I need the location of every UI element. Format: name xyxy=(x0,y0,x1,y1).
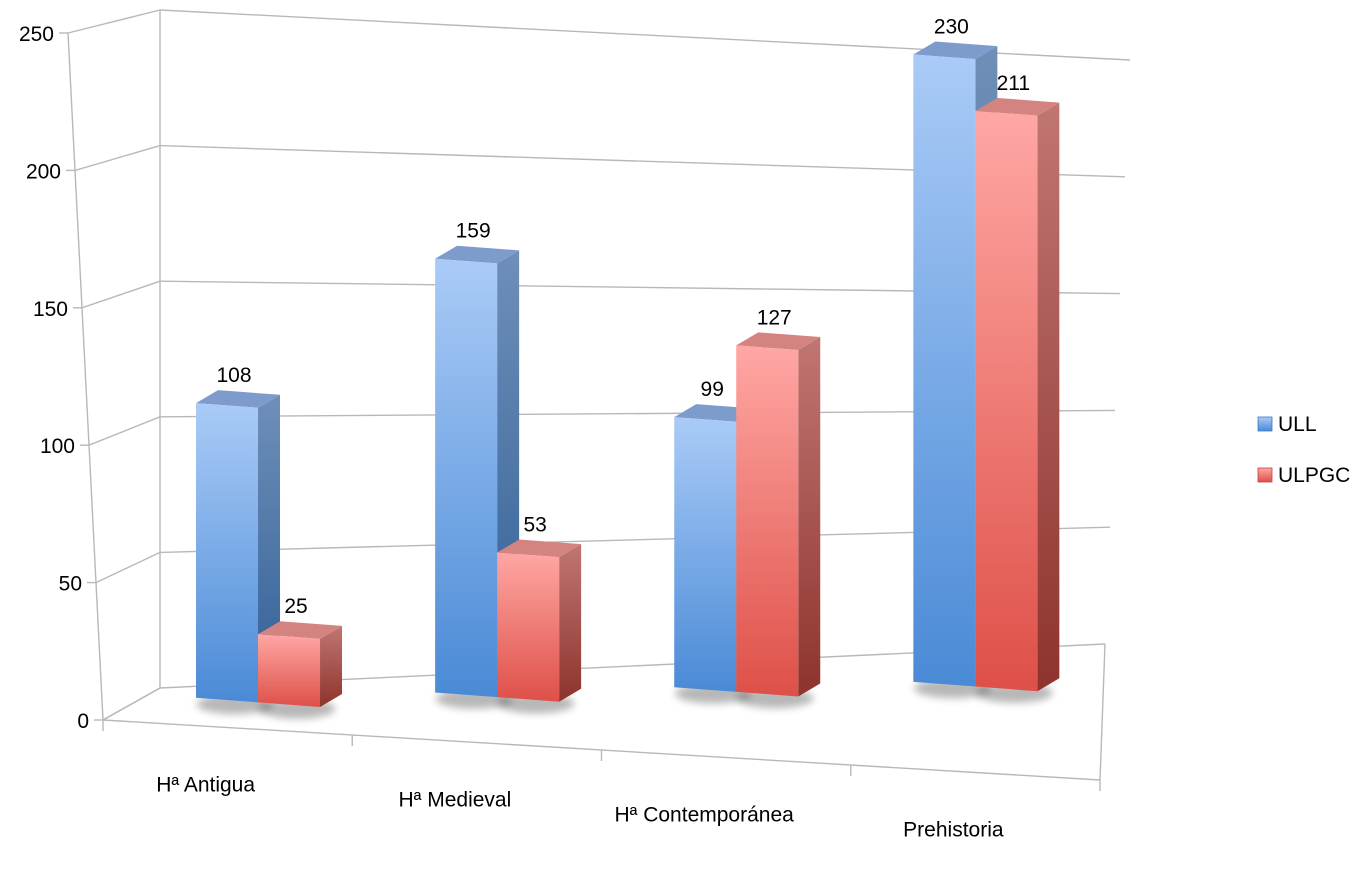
category-label: Hª Contemporánea xyxy=(614,804,794,827)
legend-swatch xyxy=(1257,467,1273,483)
data-label: 211 xyxy=(997,72,1030,95)
data-label: 230 xyxy=(934,15,969,38)
bar-top xyxy=(975,97,1060,116)
data-label: 25 xyxy=(284,595,307,618)
legend-item-ull: ULL xyxy=(1257,413,1317,436)
bar-side xyxy=(320,625,343,708)
legend-label: ULL xyxy=(1278,413,1317,436)
bar-top xyxy=(435,245,520,264)
side-gridline xyxy=(95,551,161,584)
bar-top xyxy=(196,390,281,408)
data-label: 127 xyxy=(757,306,792,329)
floor-left-edge xyxy=(102,687,161,721)
data-label: 108 xyxy=(216,364,251,387)
bar-ull xyxy=(674,417,737,692)
category-label: Hª Medieval xyxy=(398,789,511,812)
y-tick-label: 100 xyxy=(40,435,75,458)
data-label: 159 xyxy=(456,220,491,243)
chart-text: 0 50 100 150 200 250 Hª Antigua Hª Medieval Hª C… xyxy=(19,15,1030,841)
data-label: 53 xyxy=(523,514,546,537)
bar-top xyxy=(258,621,343,639)
bar-top xyxy=(497,539,582,558)
y-tick-label: 200 xyxy=(26,160,61,183)
bar-ulpgc xyxy=(975,110,1038,692)
side-gridline xyxy=(67,9,161,34)
bar-ull xyxy=(913,54,976,687)
legend-swatch xyxy=(1257,416,1273,432)
bar-ull xyxy=(196,403,259,703)
category-label: Hª Antigua xyxy=(156,774,255,797)
y-tick-label: 250 xyxy=(19,23,54,46)
side-gridline xyxy=(81,280,161,309)
bar-ulpgc xyxy=(497,552,560,702)
data-label: 99 xyxy=(701,378,724,401)
legend-item-ulpgc: ULPGC xyxy=(1257,464,1350,487)
side-gridline xyxy=(74,144,161,172)
legend: ULL ULPGC xyxy=(1257,413,1350,487)
bar-side xyxy=(1037,102,1060,692)
y-tick-label: 0 xyxy=(77,710,89,733)
y-tick-label: 150 xyxy=(33,298,68,321)
floor-right-edge xyxy=(1099,643,1106,781)
bar-side xyxy=(798,337,821,697)
bar-ulpgc xyxy=(258,634,321,708)
bar-side xyxy=(559,544,582,702)
bar-ulpgc xyxy=(736,345,799,697)
legend-label: ULPGC xyxy=(1278,464,1350,487)
y-tick-label: 50 xyxy=(59,573,82,596)
bars xyxy=(196,41,1060,708)
bar-top xyxy=(913,41,998,60)
y-axis xyxy=(67,32,104,721)
bar-top xyxy=(736,332,821,351)
bar-ull xyxy=(435,258,498,698)
category-label: Prehistoria xyxy=(903,819,1004,842)
side-gridline xyxy=(88,416,161,446)
